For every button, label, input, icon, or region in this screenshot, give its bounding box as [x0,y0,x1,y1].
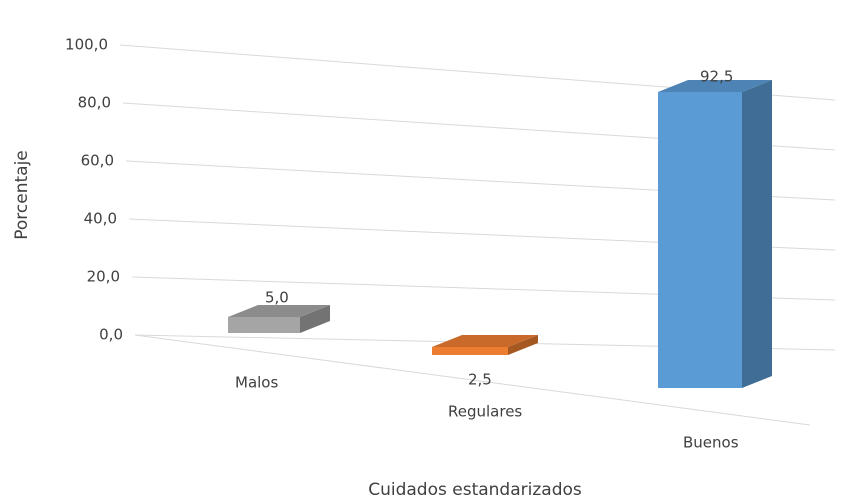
bar [228,305,330,333]
bar [658,80,772,388]
value-label: 2,5 [468,371,492,389]
bar [432,335,538,355]
y-tick-label: 0,0 [99,326,123,344]
bar-front [228,317,300,333]
y-tick-label: 100,0 [65,36,108,54]
bar-side [508,335,538,355]
value-label: 5,0 [265,289,289,307]
y-axis-title: Porcentaje [12,150,32,240]
floor-edge [134,334,811,426]
x-tick-label: Regulares [448,403,522,421]
bar-top [228,305,330,317]
x-tick-label: Buenos [683,434,739,452]
y-tick-label: 40,0 [84,210,117,228]
bar-front [432,347,508,355]
x-tick-label: Malos [235,374,278,392]
y-tick-label: 80,0 [78,94,111,112]
y-tick-label: 60,0 [81,152,114,170]
bar-top [658,80,772,92]
y-tick-label: 20,0 [87,268,120,286]
x-axis-title: Cuidados estandarizados [368,480,582,500]
value-label: 92,5 [700,68,733,86]
bar-side [300,305,330,333]
bar-top [432,335,538,347]
bar-front [658,92,742,388]
bar-side [742,80,772,388]
